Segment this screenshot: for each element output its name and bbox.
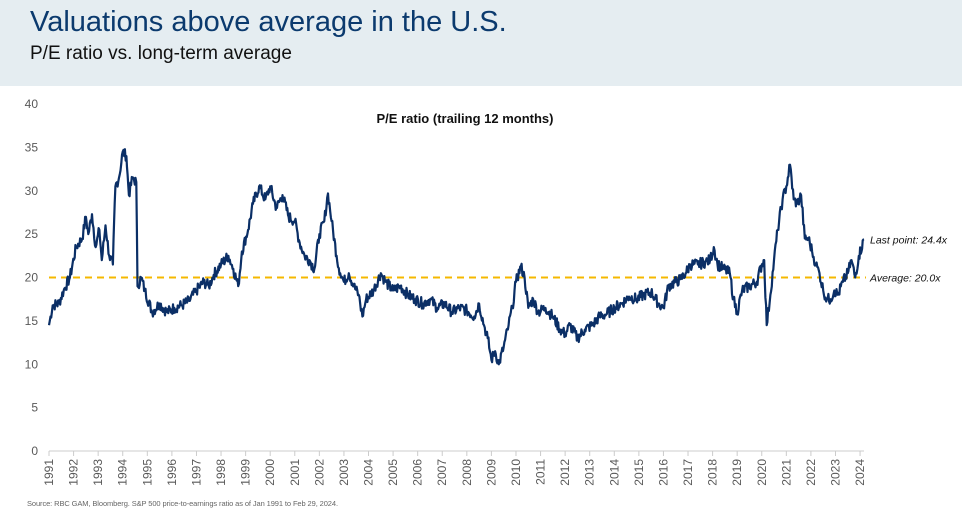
y-tick-label: 20 [25,271,39,285]
x-tick-label: 2009 [484,459,498,486]
last-point-label: Last point: 24.4x [870,234,948,246]
x-tick-label: 2024 [853,459,867,486]
x-tick-label: 2003 [337,459,351,486]
page-subtitle: P/E ratio vs. long-term average [30,43,292,64]
annotations: Last point: 24.4x Average: 20.0x [869,234,948,284]
x-tick-label: 1996 [165,459,179,486]
x-tick-label: 2001 [288,459,302,486]
x-tick-label: 2010 [509,459,523,486]
x-tick-label: 1999 [239,459,253,486]
x-tick-label: 2020 [755,459,769,486]
y-tick-label: 30 [25,184,39,198]
y-tick-label: 40 [25,97,39,111]
y-tick-label: 5 [31,401,38,415]
x-tick-label: 1998 [214,459,228,486]
y-tick-label: 25 [25,227,39,241]
chart-title: P/E ratio (trailing 12 months) [377,111,554,126]
x-tick-label: 2011 [534,459,548,485]
y-tick-label: 35 [25,140,39,154]
x-tick-label: 2007 [435,459,449,486]
x-tick-label: 2005 [386,459,400,486]
x-tick-label: 1993 [91,459,105,486]
y-tick-label: 10 [25,357,39,371]
average-label: Average: 20.0x [869,273,941,285]
x-tick-label: 2012 [558,459,572,486]
x-tick-label: 2006 [411,459,425,486]
x-tick-label: 2019 [730,459,744,486]
x-tick-label: 2016 [656,459,670,486]
x-tick-label: 2017 [681,459,695,486]
pe-ratio-chart: P/E ratio (trailing 12 months) 051015202… [25,97,948,486]
series-layer [47,148,866,366]
x-tick-label: 2004 [362,459,376,486]
x-tick-label: 1991 [42,459,56,486]
chart-area: P/E ratio (trailing 12 months) 0 5 10 15 20 2… [0,86,962,496]
x-tick-label: 1994 [116,459,130,486]
x-tick-label: 2008 [460,459,474,486]
x-axis: 1991 1992 1993 1994 1995 1996 1997 1998 1999 2000… [42,450,867,486]
x-tick-label: 1997 [189,459,203,486]
header-band: Valuations above average in the U.S. P/E… [0,0,962,86]
x-tick-label: 2000 [263,459,277,486]
source-note: Source: RBC GAM, Bloomberg. S&P 500 pric… [27,499,338,508]
x-tick-label: 2018 [706,459,720,486]
x-tick-label: 2015 [632,459,646,486]
x-tick-label: 2022 [804,459,818,486]
x-tick-label: 1992 [67,459,81,486]
page-title: Valuations above average in the U.S. [30,6,507,38]
pe-ratio-line [47,148,865,366]
y-tick-label: 15 [25,314,39,328]
x-tick-label: 2014 [607,459,621,486]
x-tick-label: 2013 [583,459,597,486]
x-tick-label: 1995 [140,459,154,486]
x-tick-label: 2021 [779,459,793,486]
y-axis: 0 5 10 15 20 25 30 35 40 [25,97,39,458]
x-tick-label: 2002 [312,459,326,486]
y-tick-label: 0 [31,444,38,458]
x-tick-label: 2023 [828,459,842,486]
